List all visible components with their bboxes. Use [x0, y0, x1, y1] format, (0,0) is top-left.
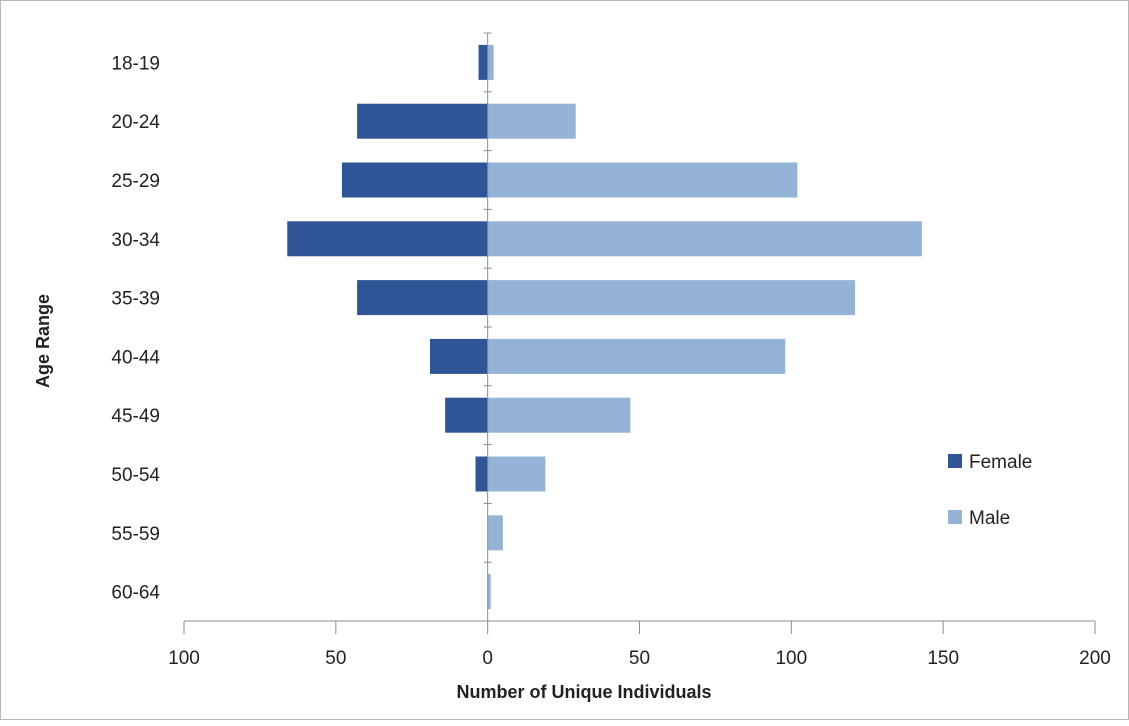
bar-female-35-39 [357, 280, 488, 316]
bar-male-50-54 [487, 456, 546, 492]
legend: Female Male [948, 452, 1032, 529]
y-tick-label-50-54: 50-54 [111, 465, 160, 486]
bar-female-45-49 [445, 397, 488, 433]
labels-layer: 100 50 0 50 100 150 200 18-19 20-24 25-29 30-34 35-… [111, 53, 1110, 669]
bar-female-25-29 [341, 162, 488, 198]
x-tick-label: 100 [775, 648, 807, 669]
bar-female-30-34 [287, 221, 488, 257]
x-tick-label: 150 [927, 648, 959, 669]
x-tick-label: 200 [1079, 648, 1111, 669]
bar-male-30-34 [487, 221, 922, 257]
bar-male-20-24 [487, 103, 576, 139]
y-tick-label-60-64: 60-64 [111, 583, 160, 604]
x-tick-label: 100 [168, 648, 200, 669]
bar-male-35-39 [487, 280, 856, 316]
y-axis-title: Age Range [33, 294, 53, 388]
y-tick-label-25-29: 25-29 [111, 171, 160, 192]
x-axis-title: Number of Unique Individuals [456, 682, 711, 702]
bar-female-40-44 [429, 338, 488, 374]
bar-male-45-49 [487, 397, 631, 433]
y-tick-label-35-39: 35-39 [111, 289, 160, 310]
x-tick-label: 50 [629, 648, 650, 669]
legend-label-male: Male [969, 508, 1010, 529]
legend-label-female: Female [969, 452, 1032, 473]
y-tick-label-55-59: 55-59 [111, 524, 160, 545]
bar-female-50-54 [475, 456, 488, 492]
bar-female-18-19 [478, 44, 488, 80]
x-tick-label: 50 [325, 648, 346, 669]
y-tick-label-18-19: 18-19 [111, 53, 160, 74]
bar-male-60-64 [487, 574, 491, 610]
y-tick-label-40-44: 40-44 [111, 347, 160, 368]
legend-swatch-male [948, 510, 962, 524]
axes-layer [183, 32, 1096, 634]
bar-male-40-44 [487, 338, 786, 374]
bar-male-25-29 [487, 162, 798, 198]
y-tick-label-45-49: 45-49 [111, 406, 160, 427]
x-tick-label: 0 [482, 648, 493, 669]
legend-swatch-female [948, 454, 962, 468]
bars-layer [287, 44, 922, 610]
bar-male-55-59 [487, 515, 503, 551]
bar-male-18-19 [487, 44, 494, 80]
y-tick-label-20-24: 20-24 [111, 112, 160, 133]
bar-female-20-24 [357, 103, 488, 139]
y-tick-label-30-34: 30-34 [111, 230, 160, 251]
